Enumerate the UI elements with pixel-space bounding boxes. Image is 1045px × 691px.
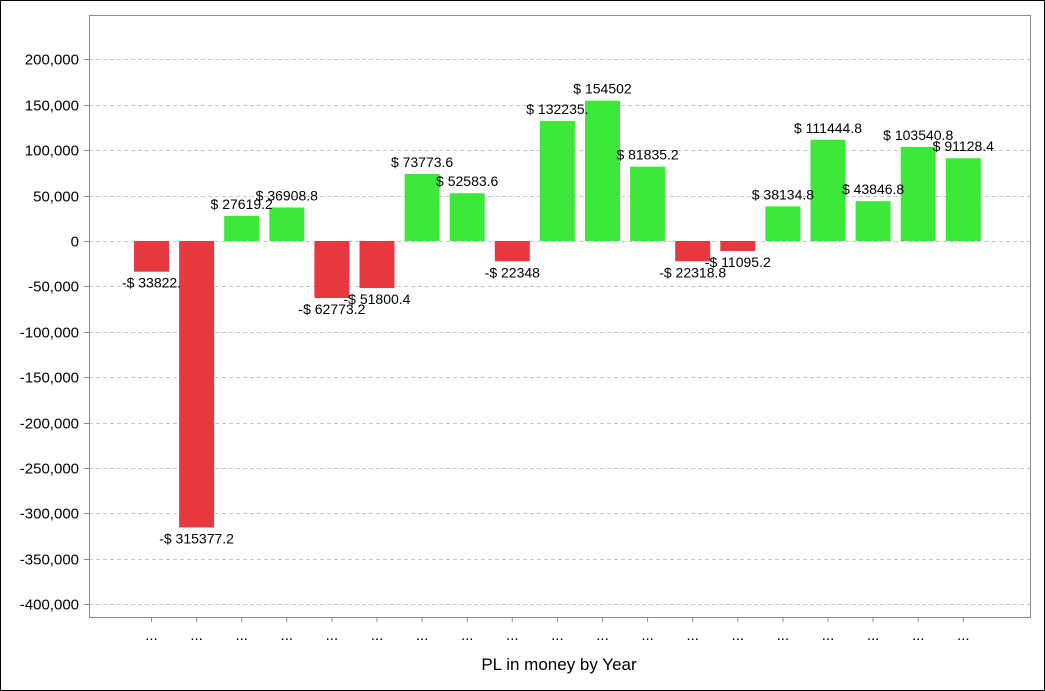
- bar: [404, 173, 440, 241]
- x-tick-label: ...: [777, 627, 790, 644]
- bar: [539, 120, 575, 241]
- bar: [269, 207, 305, 241]
- bar: [720, 241, 756, 252]
- plot-area-border: [89, 15, 1031, 618]
- bar: [855, 201, 891, 241]
- y-tick-label: 150,000: [25, 98, 79, 115]
- y-tick-label: 50,000: [33, 189, 79, 206]
- x-tick-label: ...: [235, 627, 248, 644]
- y-tick-label: -350,000: [20, 552, 79, 569]
- data-label: $ 36908.8: [256, 187, 318, 203]
- x-tick-labels: ........................................…: [145, 627, 969, 644]
- axes: [84, 15, 1031, 622]
- x-tick-label: ...: [416, 627, 429, 644]
- data-label: $ 43846.8: [842, 181, 904, 197]
- bar: [585, 100, 620, 241]
- data-label: $ 111444.8: [794, 120, 862, 136]
- bar: [900, 146, 936, 241]
- bar: [134, 241, 169, 272]
- bar: [449, 193, 485, 241]
- bar: [945, 158, 981, 241]
- x-tick-label: ...: [326, 627, 339, 644]
- x-tick-label: ...: [641, 627, 654, 644]
- x-tick-label: ...: [867, 627, 880, 644]
- bar: [359, 241, 395, 289]
- gridlines: [89, 59, 1030, 605]
- data-label: $ 154502: [573, 81, 632, 97]
- x-axis-label: PL in money by Year: [481, 655, 637, 674]
- bar: [314, 241, 350, 299]
- data-label: -$ 315377.2: [159, 530, 234, 546]
- y-tick-label: 100,000: [25, 143, 79, 160]
- bar: [179, 241, 215, 528]
- bar: [224, 215, 260, 241]
- data-label: -$ 22318.8: [659, 264, 726, 280]
- x-tick-label: ...: [281, 627, 294, 644]
- y-tick-label: 200,000: [25, 52, 79, 69]
- x-tick-label: ...: [686, 627, 699, 644]
- data-label: $ 91128.4: [933, 138, 994, 154]
- data-label: $ 27619.2: [211, 196, 273, 212]
- y-tick-label: -300,000: [20, 506, 79, 523]
- data-label: $ 132235.: [526, 101, 588, 117]
- x-tick-label: ...: [957, 627, 970, 644]
- bars: [134, 100, 981, 528]
- x-tick-label: ...: [822, 627, 835, 644]
- x-tick-label: ...: [145, 627, 158, 644]
- y-tick-label: -200,000: [20, 416, 79, 433]
- x-tick-label: ...: [912, 627, 925, 644]
- y-tick-label: -50,000: [28, 279, 79, 296]
- data-label: $ 103540.8: [883, 127, 953, 143]
- data-label: -$ 11095.2: [705, 254, 771, 270]
- y-tick-label: -400,000: [20, 597, 79, 614]
- y-tick-label: 0: [71, 234, 79, 251]
- x-tick-label: ...: [190, 627, 203, 644]
- data-label: -$ 22348: [485, 264, 540, 280]
- data-label: -$ 33822.: [122, 275, 181, 291]
- y-tick-labels: 200,000 150,000 100,000 50,000 0 -50,000 -100,…: [20, 52, 79, 614]
- data-label: -$ 51800.4: [344, 291, 411, 307]
- bar: [810, 139, 846, 241]
- x-tick-label: ...: [371, 627, 384, 644]
- x-tick-label: ...: [596, 627, 609, 644]
- x-tick-label: ...: [506, 627, 519, 644]
- bar: [765, 206, 801, 241]
- data-label: $ 73773.6: [391, 154, 453, 170]
- x-tick-label: ...: [461, 627, 474, 644]
- y-tick-label: -250,000: [20, 461, 79, 478]
- data-label: $ 38134.8: [752, 186, 814, 202]
- data-label: $ 81835.2: [616, 147, 678, 163]
- y-tick-label: -150,000: [20, 370, 79, 387]
- data-label: $ 52583.6: [436, 173, 498, 189]
- x-tick-label: ...: [732, 627, 745, 644]
- data-label: -$ 62773.2: [298, 301, 365, 317]
- y-tick-label: -100,000: [20, 325, 79, 342]
- data-labels: -$ 33822. -$ 315377.2 $ 27619.2$ 36908.8 -$…: [122, 81, 994, 547]
- bar: [630, 166, 666, 241]
- bar: [675, 241, 711, 262]
- bar: [494, 241, 530, 262]
- x-tick-label: ...: [551, 627, 564, 644]
